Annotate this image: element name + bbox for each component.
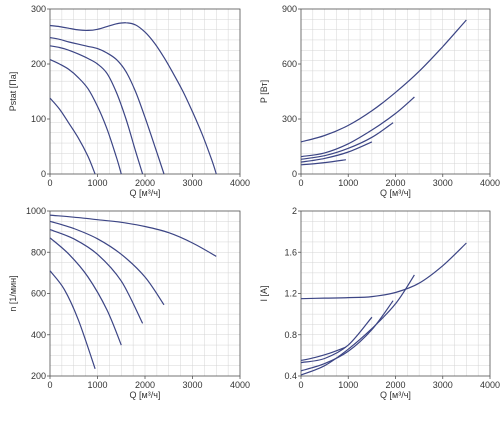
x-tick-label: 2000 bbox=[135, 380, 155, 390]
y-tick-label: 1.2 bbox=[284, 289, 297, 299]
y-tick-label: 2 bbox=[292, 206, 297, 216]
series-line bbox=[49, 97, 96, 175]
series-line bbox=[300, 316, 373, 364]
pressure-chart: 0 1000 2000 3000 4000 0 100 200 300 Q [м³/ч] Pstat… bbox=[8, 4, 250, 198]
series-line bbox=[300, 141, 373, 163]
x-axis-title: Q [м³/ч] bbox=[130, 390, 161, 400]
y-axis-title: I [A] bbox=[259, 285, 269, 301]
x-tick-label: 4000 bbox=[230, 380, 250, 390]
x-tick-label: 3000 bbox=[182, 380, 202, 390]
y-tick-label: 200 bbox=[31, 59, 46, 69]
x-axis-title: Q [м³/ч] bbox=[130, 188, 161, 198]
x-tick-label: 1000 bbox=[87, 178, 107, 188]
series-line bbox=[49, 59, 122, 175]
y-tick-label: 200 bbox=[31, 371, 46, 381]
y-tick-label: 300 bbox=[282, 114, 297, 124]
x-tick-label: 1000 bbox=[87, 380, 107, 390]
x-tick-label: 3000 bbox=[182, 178, 202, 188]
x-tick-label: 0 bbox=[47, 380, 52, 390]
pressure-grid bbox=[49, 8, 241, 175]
y-tick-label: 1.6 bbox=[284, 247, 297, 257]
x-tick-label: 3000 bbox=[433, 178, 453, 188]
x-axis-title: Q [м³/ч] bbox=[380, 188, 411, 198]
x-tick-label: 1000 bbox=[338, 380, 358, 390]
x-tick-label: 0 bbox=[298, 178, 303, 188]
x-tick-label: 2000 bbox=[385, 380, 405, 390]
y-axis-title: P [Вт] bbox=[259, 80, 269, 103]
y-tick-label: 600 bbox=[31, 289, 46, 299]
y-tick-label: 0.8 bbox=[284, 330, 297, 340]
x-tick-label: 4000 bbox=[230, 178, 250, 188]
series-line bbox=[49, 45, 144, 175]
series-line bbox=[49, 270, 96, 369]
y-tick-label: 0.4 bbox=[284, 371, 297, 381]
y-tick-label: 800 bbox=[31, 247, 46, 257]
current-grid bbox=[300, 210, 491, 377]
x-tick-label: 4000 bbox=[480, 380, 500, 390]
y-tick-label: 0 bbox=[292, 169, 297, 179]
series-line bbox=[300, 19, 467, 143]
x-tick-label: 4000 bbox=[480, 178, 500, 188]
y-tick-label: 400 bbox=[31, 330, 46, 340]
series-line bbox=[300, 122, 394, 160]
y-tick-label: 100 bbox=[31, 114, 46, 124]
speed-grid bbox=[49, 210, 241, 377]
x-tick-label: 0 bbox=[298, 380, 303, 390]
y-axis-title: n [1/мин] bbox=[8, 275, 18, 311]
x-tick-label: 0 bbox=[47, 178, 52, 188]
y-axis-title: Pstat [Па] bbox=[8, 72, 18, 112]
series-line bbox=[49, 229, 144, 324]
y-tick-label: 300 bbox=[31, 4, 46, 14]
series-line bbox=[49, 237, 122, 346]
series-line bbox=[49, 214, 217, 257]
x-axis-title: Q [м³/ч] bbox=[380, 390, 411, 400]
series-line bbox=[300, 300, 394, 372]
series-line bbox=[300, 346, 347, 362]
y-tick-label: 900 bbox=[282, 4, 297, 14]
x-tick-label: 3000 bbox=[433, 380, 453, 390]
x-tick-label: 1000 bbox=[338, 178, 358, 188]
series-line bbox=[300, 242, 467, 300]
series-line bbox=[49, 37, 165, 175]
series-line bbox=[300, 159, 346, 166]
series-line bbox=[300, 96, 415, 158]
speed-chart: 0 1000 2000 3000 4000 200 400 600 800 1000 Q [м³/ч… bbox=[8, 206, 250, 400]
series-line bbox=[49, 220, 165, 306]
series-line bbox=[300, 274, 415, 376]
power-grid bbox=[300, 8, 491, 175]
x-tick-label: 2000 bbox=[135, 178, 155, 188]
current-chart: 0 1000 2000 3000 4000 0.4 0.8 1.2 1.6 2 Q [м³/ч] I … bbox=[259, 206, 500, 400]
series-line bbox=[49, 22, 217, 175]
x-tick-label: 2000 bbox=[385, 178, 405, 188]
power-chart: 0 1000 2000 3000 4000 0 300 600 900 Q [м³/ч] P [Вт… bbox=[259, 4, 500, 198]
y-tick-label: 600 bbox=[282, 59, 297, 69]
y-tick-label: 0 bbox=[41, 169, 46, 179]
y-tick-label: 1000 bbox=[26, 206, 46, 216]
